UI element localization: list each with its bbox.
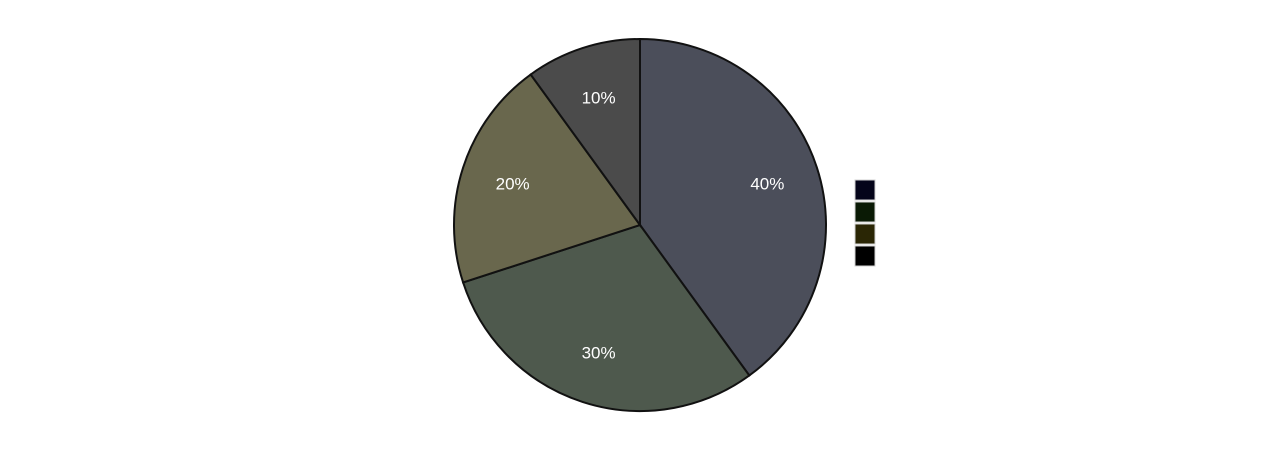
pie-slice[interactable] <box>639 37 827 377</box>
legend-item[interactable] <box>854 201 876 223</box>
legend-swatch <box>854 245 876 267</box>
slice-label: 30% <box>582 343 616 362</box>
slice-label: 10% <box>582 89 616 108</box>
legend-item[interactable] <box>854 223 876 245</box>
legend-item[interactable] <box>854 245 876 267</box>
pie-slice[interactable] <box>453 73 642 284</box>
legend-swatch <box>854 201 876 223</box>
legend-swatch <box>854 179 876 201</box>
pie-slice[interactable] <box>529 37 641 229</box>
legend-swatch <box>854 223 876 245</box>
slice-label: 40% <box>750 175 784 194</box>
legend-item[interactable] <box>854 179 876 201</box>
slice-label: 20% <box>496 175 530 194</box>
pie-slice[interactable] <box>461 223 751 412</box>
